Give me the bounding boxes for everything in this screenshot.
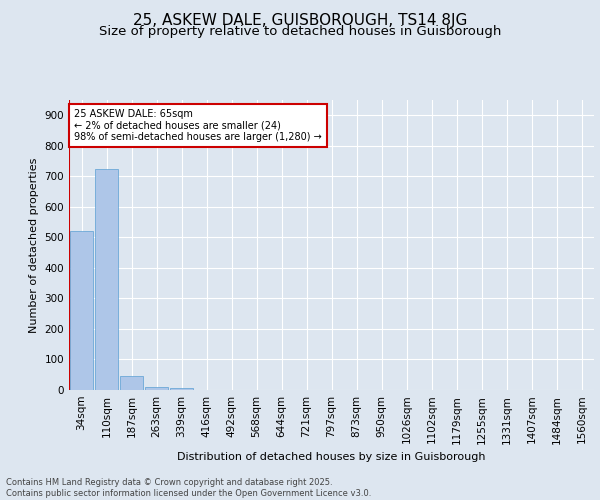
Text: Size of property relative to detached houses in Guisborough: Size of property relative to detached ho…: [99, 25, 501, 38]
X-axis label: Distribution of detached houses by size in Guisborough: Distribution of detached houses by size …: [177, 452, 486, 462]
Bar: [170, 388, 193, 390]
Y-axis label: Number of detached properties: Number of detached properties: [29, 158, 39, 332]
Text: Contains HM Land Registry data © Crown copyright and database right 2025.
Contai: Contains HM Land Registry data © Crown c…: [6, 478, 371, 498]
Bar: [145, 387, 168, 390]
Bar: [70, 232, 93, 390]
Text: 25 ASKEW DALE: 65sqm
← 2% of detached houses are smaller (24)
98% of semi-detach: 25 ASKEW DALE: 65sqm ← 2% of detached ho…: [74, 108, 322, 142]
Bar: [95, 168, 118, 390]
Bar: [120, 376, 143, 390]
Text: 25, ASKEW DALE, GUISBOROUGH, TS14 8JG: 25, ASKEW DALE, GUISBOROUGH, TS14 8JG: [133, 12, 467, 28]
